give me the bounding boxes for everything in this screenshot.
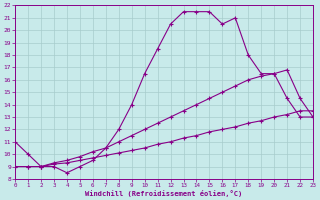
X-axis label: Windchill (Refroidissement éolien,°C): Windchill (Refroidissement éolien,°C) <box>85 190 243 197</box>
